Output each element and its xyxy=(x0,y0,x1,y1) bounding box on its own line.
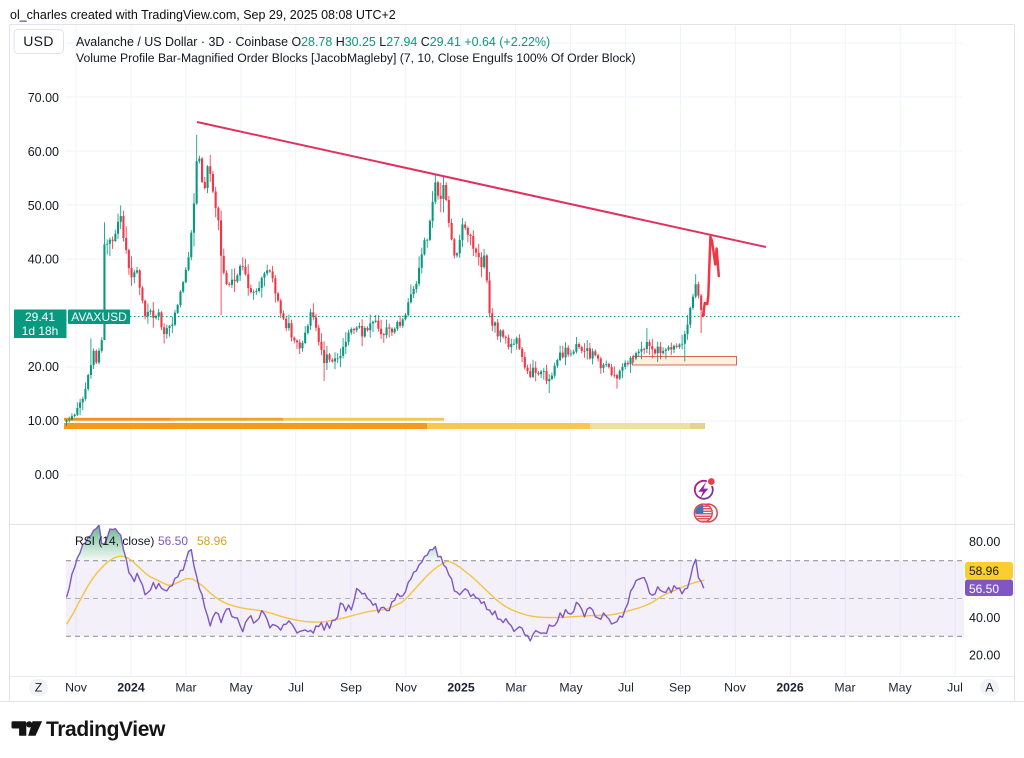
svg-text:56.50: 56.50 xyxy=(969,582,999,596)
svg-text:2025: 2025 xyxy=(447,681,475,695)
svg-text:50.00: 50.00 xyxy=(28,199,59,213)
svg-text:1d 18h: 1d 18h xyxy=(22,324,59,338)
svg-text:0.00: 0.00 xyxy=(35,468,59,482)
svg-text:Mar: Mar xyxy=(505,681,526,695)
svg-text:20.00: 20.00 xyxy=(969,649,1000,663)
svg-text:Mar: Mar xyxy=(834,681,855,695)
svg-text:2024: 2024 xyxy=(117,681,145,695)
svg-text:A: A xyxy=(985,681,994,695)
svg-text:May: May xyxy=(888,681,912,695)
svg-text:40.00: 40.00 xyxy=(28,253,59,267)
svg-text:Nov: Nov xyxy=(724,681,747,695)
svg-text:Nov: Nov xyxy=(65,681,88,695)
svg-text:10.00: 10.00 xyxy=(28,414,59,428)
svg-text:58.96: 58.96 xyxy=(197,534,227,548)
svg-text:40.00: 40.00 xyxy=(969,611,1000,625)
svg-text:58.96: 58.96 xyxy=(969,564,999,578)
svg-text:20.00: 20.00 xyxy=(28,360,59,374)
svg-text:TradingView: TradingView xyxy=(46,718,166,741)
svg-text:60.00: 60.00 xyxy=(28,145,59,159)
svg-text:AVAXUSD: AVAXUSD xyxy=(71,310,127,324)
svg-text:Volume Profile Bar-Magnified O: Volume Profile Bar-Magnified Order Block… xyxy=(76,51,636,65)
svg-text:29.41: 29.41 xyxy=(25,310,55,324)
svg-text:May: May xyxy=(559,681,583,695)
svg-text:ol_charles created with Tradin: ol_charles created with TradingView.com,… xyxy=(10,8,396,22)
svg-text:Jul: Jul xyxy=(618,681,634,695)
svg-text:2026: 2026 xyxy=(776,681,804,695)
svg-text:Mar: Mar xyxy=(175,681,196,695)
svg-text:Jul: Jul xyxy=(288,681,304,695)
svg-text:Nov: Nov xyxy=(395,681,418,695)
svg-text:Avalanche / US Dollar · 3D · C: Avalanche / US Dollar · 3D · Coinbase O2… xyxy=(76,35,550,49)
svg-text:Jul: Jul xyxy=(947,681,963,695)
svg-text:56.50: 56.50 xyxy=(158,534,188,548)
svg-text:80.00: 80.00 xyxy=(969,535,1000,549)
svg-text:Z: Z xyxy=(35,681,43,695)
svg-text:70.00: 70.00 xyxy=(28,91,59,105)
svg-text:USD: USD xyxy=(23,33,53,49)
svg-text:Sep: Sep xyxy=(669,681,691,695)
svg-text:RSI (14, close): RSI (14, close) xyxy=(75,534,154,548)
svg-text:Sep: Sep xyxy=(340,681,362,695)
svg-text:May: May xyxy=(229,681,253,695)
